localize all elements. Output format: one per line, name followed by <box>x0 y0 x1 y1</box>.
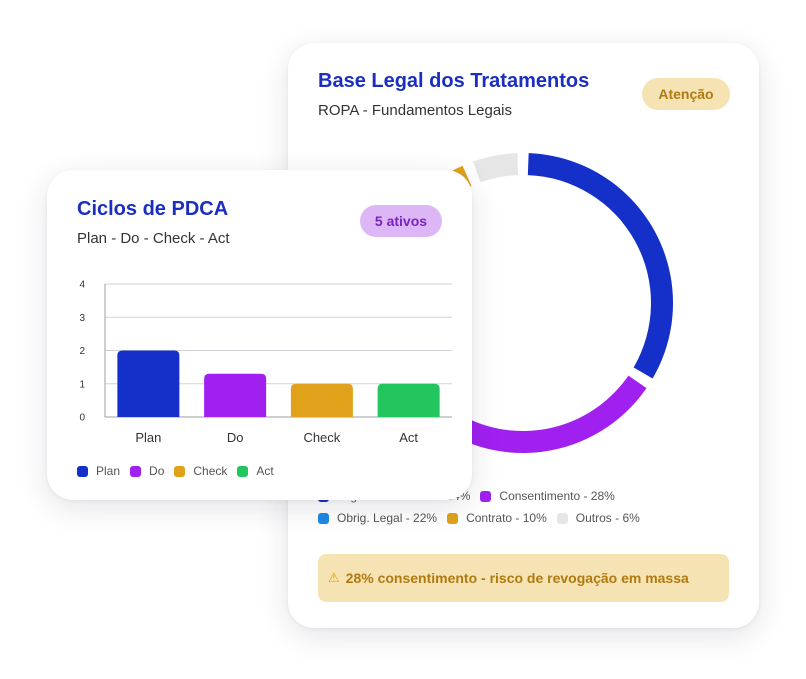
revocation-risk-alert: ⚠ 28% consentimento - risco de revogação… <box>318 554 729 602</box>
legend-label: Obrig. Legal - 22% <box>337 511 438 525</box>
x-tick-label: Plan <box>135 430 161 445</box>
bar-act <box>377 383 440 417</box>
donut-slice-outros <box>473 153 519 183</box>
legend-label: Check <box>193 464 228 478</box>
alert-text: 28% consentimento - risco de revogação e… <box>345 570 689 586</box>
pdca-bar-chart: 0 1 2 3 4 Plan Do Check Act <box>79 280 452 445</box>
legend-swatch <box>174 465 186 477</box>
legend-swatch <box>447 512 459 524</box>
legend-label: Plan <box>96 464 121 478</box>
donut-slice-consentimento <box>438 375 647 453</box>
legend-label: Consentimento - 28% <box>499 489 615 503</box>
legal-card-subtitle: ROPA - Fundamentos Legais <box>318 102 512 119</box>
y-tick-label: 0 <box>79 413 85 424</box>
legend-label: Outros - 6% <box>575 511 640 525</box>
y-tick-label: 2 <box>79 346 85 357</box>
attention-badge: Atenção <box>642 78 730 110</box>
pdca-card-title: Ciclos de PDCA <box>77 198 229 220</box>
active-count-badge: 5 ativos <box>360 205 442 237</box>
donut-legend-row-2: Obrig. Legal - 22% Contrato - 10% Outros… <box>318 511 650 525</box>
legend-item-check: Check <box>174 464 227 478</box>
legend-swatch <box>480 490 492 502</box>
x-tick-label: Do <box>227 430 244 445</box>
warning-icon: ⚠ <box>328 570 340 585</box>
legal-basis-donut-chart <box>438 153 673 453</box>
y-tick-label: 3 <box>79 313 85 324</box>
x-tick-label: Check <box>303 430 340 445</box>
bar-check <box>290 383 353 417</box>
y-tick-label: 4 <box>79 280 85 291</box>
y-tick-label: 1 <box>79 379 85 390</box>
legend-label: Act <box>256 464 274 478</box>
bar-legend: Plan Do Check Act <box>77 464 284 478</box>
legend-label: Do <box>149 464 165 478</box>
legend-item-consentimento: Consentimento - 28% <box>480 489 615 503</box>
legend-item-outros: Outros - 6% <box>556 511 640 525</box>
donut-slice-leg-timo-interesse <box>527 153 673 379</box>
legend-swatch <box>130 465 142 477</box>
legend-swatch <box>237 465 249 477</box>
legend-item-act: Act <box>237 464 274 478</box>
legend-item-plan: Plan <box>77 464 120 478</box>
legend-swatch <box>318 512 329 524</box>
legend-item-contrato: Contrato - 10% <box>447 511 547 525</box>
legend-label: Contrato - 10% <box>466 511 547 525</box>
x-tick-label: Act <box>399 430 418 445</box>
legend-swatch <box>556 512 568 524</box>
legend-item-do: Do <box>130 464 164 478</box>
pdca-card-subtitle: Plan - Do - Check - Act <box>77 230 230 247</box>
legend-item-obrig-legal: Obrig. Legal - 22% <box>318 511 437 525</box>
legend-swatch <box>77 465 88 477</box>
pdca-cycles-card: Ciclos de PDCA Plan - Do - Check - Act 5… <box>47 170 472 500</box>
legal-card-title: Base Legal dos Tratamentos <box>318 70 590 92</box>
bar-plan <box>117 350 180 417</box>
bar-do <box>204 373 267 417</box>
